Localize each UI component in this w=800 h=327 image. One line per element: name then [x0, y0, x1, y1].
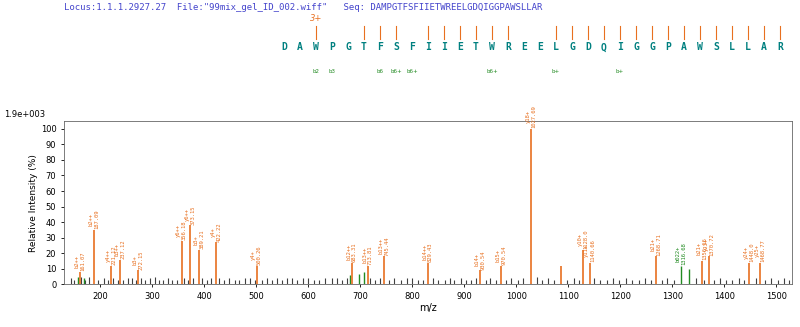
Text: b6: b6 [377, 69, 383, 74]
Text: b14++
829.43: b14++ 829.43 [422, 242, 433, 262]
Text: b2: b2 [313, 69, 319, 74]
Text: T: T [361, 43, 367, 52]
Text: F: F [409, 43, 415, 52]
Text: b+: b+ [616, 69, 624, 74]
Text: b13++
713.81: b13++ 713.81 [362, 246, 373, 265]
Text: y4++
221.12: y4++ 221.12 [106, 246, 117, 265]
Text: Q: Q [601, 43, 607, 52]
Text: W: W [489, 43, 495, 52]
Text: b21+
1268.71: b21+ 1268.71 [650, 233, 662, 256]
Text: b13++
745.44: b13++ 745.44 [378, 236, 390, 256]
Text: b14+
930.54: b14+ 930.54 [475, 250, 486, 270]
Text: Locus:1.1.1.2927.27  File:"99mix_gel_ID_002.wiff"   Seq: DAMPGTFSFIIETWREELGDQIG: Locus:1.1.1.2927.27 File:"99mix_gel_ID_0… [64, 3, 542, 12]
Text: A: A [297, 43, 303, 52]
Text: A: A [761, 43, 767, 52]
Text: y4+
500.26: y4+ 500.26 [251, 246, 262, 265]
Text: b21+
1356.16: b21+ 1356.16 [696, 238, 707, 260]
Text: b3: b3 [329, 69, 335, 74]
Text: L: L [745, 43, 751, 52]
Text: L: L [729, 43, 735, 52]
Text: b12++
683.31: b12++ 683.31 [346, 242, 357, 262]
Text: P: P [665, 43, 671, 52]
Text: y25+
1468.77: y25+ 1468.77 [754, 239, 766, 262]
Text: b15+
970.54: b15+ 970.54 [496, 246, 506, 265]
Text: D: D [281, 43, 287, 52]
Text: b2++
187.09: b2++ 187.09 [88, 210, 99, 229]
Text: y6++
373.15: y6++ 373.15 [185, 205, 196, 225]
Text: S: S [713, 43, 719, 52]
Text: G: G [633, 43, 639, 52]
Text: b3++
237.12: b3++ 237.12 [114, 239, 125, 259]
Text: 1.9e+003: 1.9e+003 [4, 110, 45, 119]
Y-axis label: Relative Intensity (%): Relative Intensity (%) [29, 154, 38, 252]
Text: b022+
1316.68: b022+ 1316.68 [676, 242, 686, 265]
Text: R: R [505, 43, 511, 52]
Text: G: G [649, 43, 655, 52]
Text: 3+: 3+ [310, 14, 322, 23]
Text: b+: b+ [552, 69, 560, 74]
Text: y11+
1140.66: y11+ 1140.66 [584, 239, 595, 262]
Text: E: E [521, 43, 527, 52]
Text: b3+
389.21: b3+ 389.21 [194, 230, 204, 250]
Text: R: R [777, 43, 783, 52]
Text: F: F [377, 43, 383, 52]
X-axis label: m/z: m/z [419, 302, 437, 313]
Text: P: P [329, 43, 335, 52]
Text: y18+
1027.69: y18+ 1027.69 [526, 105, 536, 128]
Text: b6+: b6+ [390, 69, 402, 74]
Text: y24+
1448.0: y24+ 1448.0 [744, 242, 754, 262]
Text: I: I [441, 43, 447, 52]
Text: b6+: b6+ [406, 69, 418, 74]
Text: W: W [697, 43, 703, 52]
Text: b3+
272.15: b3+ 272.15 [133, 250, 143, 270]
Text: L: L [553, 43, 559, 52]
Text: S: S [393, 43, 399, 52]
Text: T: T [473, 43, 479, 52]
Text: y23+
1370.72: y23+ 1370.72 [704, 233, 714, 256]
Text: W: W [313, 43, 319, 52]
Text: D: D [585, 43, 591, 52]
Text: E: E [457, 43, 463, 52]
Text: y6++
356.18: y6++ 356.18 [176, 221, 187, 240]
Text: A: A [681, 43, 687, 52]
Text: b6+: b6+ [486, 69, 498, 74]
Text: I: I [617, 43, 623, 52]
Text: y10+
1128.0: y10+ 1128.0 [578, 230, 588, 250]
Text: b2++
161.07: b2++ 161.07 [74, 252, 86, 271]
Text: G: G [569, 43, 575, 52]
Text: y4+
422.22: y4+ 422.22 [210, 222, 222, 242]
Text: E: E [537, 43, 543, 52]
Text: I: I [425, 43, 431, 52]
Text: G: G [345, 43, 351, 52]
